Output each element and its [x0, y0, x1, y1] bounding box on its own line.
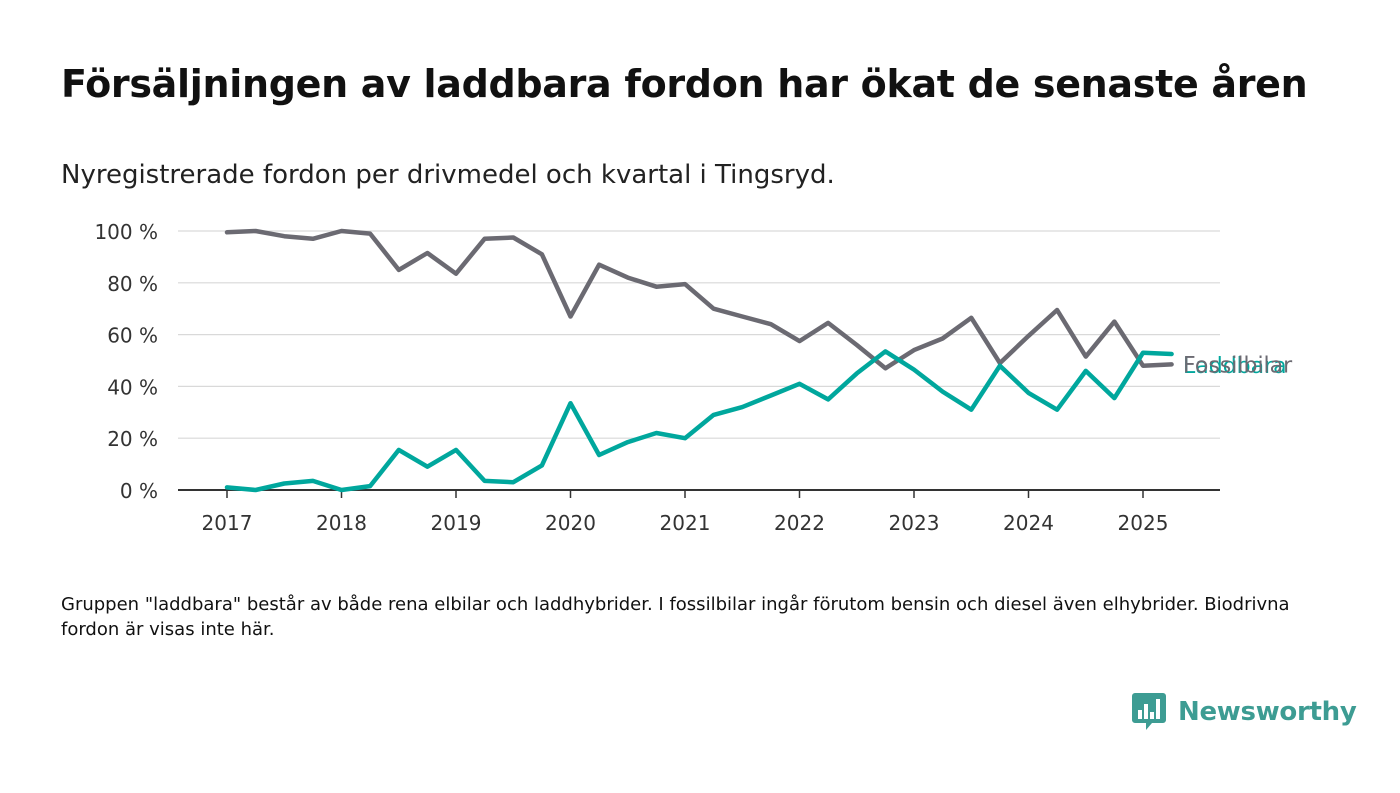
x-tick-label: 2023 — [889, 511, 940, 535]
series-label-fossilbilar: Fossilbilar — [1183, 353, 1293, 378]
chart-subtitle: Nyregistrerade fordon per drivmedel och … — [61, 160, 835, 190]
series-label-laddbara: Laddbara — [1183, 354, 1287, 379]
footnote: Gruppen "laddbara" består av både rena e… — [61, 594, 1290, 640]
y-tick-label: 80 % — [107, 272, 158, 296]
gridlines — [178, 230, 1220, 439]
x-tick-label: 2022 — [774, 511, 825, 535]
y-tick-label: 100 % — [94, 220, 158, 244]
y-tick-label: 40 % — [107, 375, 158, 399]
x-tick-label: 2024 — [1003, 511, 1054, 535]
x-tick-label: 2019 — [431, 511, 482, 535]
line-chart: 0 % 20 % 40 % 60 % 80 % 100 % 2017 2018 2019 202… — [94, 220, 1293, 535]
y-tick-label: 20 % — [107, 427, 158, 451]
chart-title: Försäljningen av laddbara fordon har öka… — [61, 62, 1308, 106]
series-lines — [224, 228, 1174, 493]
newsworthy-logo-icon — [1132, 693, 1166, 730]
series-line-laddbara — [224, 349, 1174, 493]
x-tick-label: 2025 — [1118, 511, 1169, 535]
y-tick-label: 60 % — [107, 324, 158, 348]
x-tick-label: 2021 — [660, 511, 711, 535]
x-tick-label: 2018 — [316, 511, 367, 535]
x-tick-label: 2020 — [545, 511, 596, 535]
series-line-fossilbilar — [224, 228, 1174, 371]
brand-name: Newsworthy — [1178, 697, 1357, 727]
x-axis: 2017 2018 2019 2020 2021 2022 2023 2024 2025 — [202, 490, 1169, 535]
brand-logo: Newsworthy — [1132, 692, 1357, 732]
y-axis: 0 % 20 % 40 % 60 % 80 % 100 % — [94, 220, 158, 503]
x-tick-label: 2017 — [202, 511, 253, 535]
y-tick-label: 0 % — [120, 479, 158, 503]
